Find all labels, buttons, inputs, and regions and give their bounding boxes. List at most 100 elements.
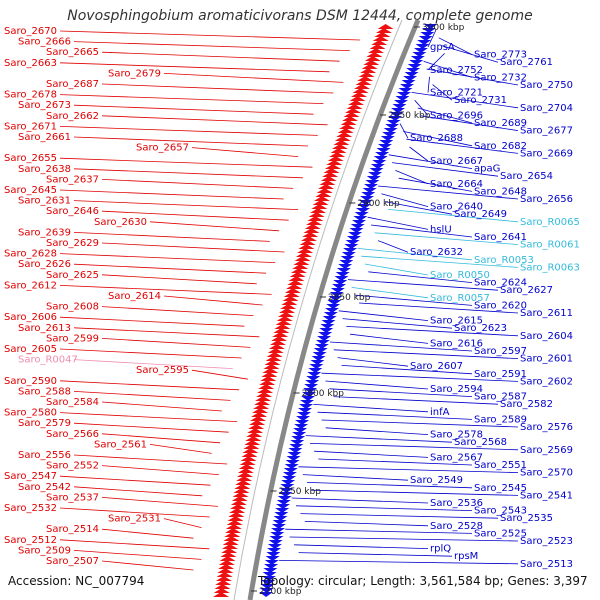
reverse-gene-arrow	[313, 348, 328, 353]
left-leader-line	[101, 306, 254, 316]
right-gene-label: Saro_2582	[500, 399, 553, 410]
forward-gene-arrow	[218, 564, 235, 569]
reverse-gene-arrow	[262, 572, 277, 577]
forward-gene-arrow	[282, 296, 299, 301]
reverse-gene-arrow	[382, 132, 397, 137]
left-gene-label: Saro_2687	[46, 79, 99, 90]
right-leader-line	[317, 411, 473, 420]
reverse-gene-arrow	[269, 536, 284, 541]
left-leader-line	[59, 316, 245, 327]
kbp-tick-label: 2950 kbp	[388, 111, 431, 121]
left-gene-label: Saro_2629	[46, 238, 99, 249]
left-leader-line	[101, 528, 194, 539]
right-gene-label: Saro_2627	[500, 285, 553, 296]
right-leader-line	[311, 489, 519, 496]
left-leader-line	[59, 30, 360, 41]
left-leader-line	[191, 369, 248, 380]
forward-gene-arrow	[249, 420, 266, 425]
right-leader-line	[409, 146, 429, 162]
forward-gene-arrow	[375, 28, 392, 33]
right-gene-label: Saro_2569	[520, 445, 573, 456]
forward-gene-arrow	[322, 172, 339, 177]
right-leader-line	[427, 53, 445, 71]
reverse-gene-arrow	[377, 144, 392, 149]
reverse-gene-arrow	[322, 316, 337, 321]
forward-gene-arrow	[355, 80, 372, 85]
left-gene-label: Saro_2657	[136, 143, 189, 154]
right-leader-line	[342, 318, 453, 329]
forward-gene-arrow	[277, 312, 294, 317]
forward-gene-arrow	[267, 348, 284, 353]
reverse-gene-arrow	[370, 164, 385, 169]
forward-gene-arrow	[215, 576, 232, 581]
forward-gene-arrow	[367, 48, 384, 53]
reverse-gene-arrow	[393, 100, 408, 105]
forward-gene-arrow	[214, 584, 231, 589]
forward-gene-arrow	[342, 116, 359, 121]
left-gene-label: Saro_2542	[18, 482, 71, 493]
accession-label: Accession: NC_007794	[8, 574, 145, 588]
reverse-gene-arrow	[314, 344, 329, 349]
right-leader-line	[355, 294, 473, 306]
left-gene-label: Saro_2599	[46, 333, 99, 344]
reverse-gene-arrow	[332, 284, 347, 289]
reverse-gene-arrow	[295, 420, 310, 425]
forward-gene-arrow	[327, 156, 344, 161]
left-leader-line	[73, 422, 229, 433]
backbone-arc	[247, 19, 421, 600]
forward-gene-arrow	[248, 424, 265, 429]
right-leader-line	[350, 333, 429, 344]
right-leader-line	[359, 302, 519, 314]
left-gene-label: Saro_2606	[4, 312, 57, 323]
forward-gene-arrow	[243, 444, 260, 449]
left-leader-line	[59, 253, 276, 263]
right-leader-line	[403, 131, 473, 147]
left-gene-label: Saro_2612	[4, 280, 57, 291]
left-gene-label: Saro_2590	[4, 376, 57, 387]
reverse-gene-arrow	[418, 36, 433, 41]
left-gene-label: Saro_2665	[46, 47, 99, 58]
left-leader-line	[101, 497, 218, 507]
left-gene-label: Saro_2637	[46, 174, 99, 185]
reverse-gene-arrow	[344, 244, 359, 249]
reverse-gene-arrow	[272, 520, 287, 525]
forward-gene-arrow	[354, 84, 371, 89]
left-leader-line	[149, 221, 280, 232]
right-gene-label: Saro_R0065	[520, 217, 580, 228]
left-leader-line	[59, 126, 318, 136]
reverse-gene-arrow	[346, 236, 361, 241]
right-gene-label: Saro_2602	[520, 376, 573, 387]
right-leader-line	[398, 177, 473, 192]
reverse-gene-arrow	[259, 592, 274, 597]
left-gene-label: Saro_2514	[46, 524, 99, 535]
right-gene-label: Saro_2589	[474, 414, 527, 425]
left-gene-label: Saro_2655	[4, 153, 57, 164]
right-leader-line	[423, 60, 473, 78]
reverse-gene-arrow	[391, 108, 406, 113]
forward-gene-arrow	[340, 120, 357, 125]
reverse-gene-arrow	[307, 372, 322, 377]
reverse-gene-arrow	[368, 172, 383, 177]
forward-gene-arrow	[239, 460, 256, 465]
kbp-tick-label: 2750 kbp	[279, 487, 322, 497]
right-gene-label: Saro_R0050	[430, 270, 490, 281]
right-leader-line	[305, 435, 453, 443]
left-leader-line	[101, 115, 328, 126]
right-leader-line	[307, 482, 473, 489]
left-leader-line	[59, 475, 211, 486]
reverse-gene-arrow	[261, 576, 276, 581]
forward-gene-arrow	[320, 176, 337, 181]
right-leader-line	[325, 427, 429, 435]
right-gene-label: Saro_2773	[474, 50, 527, 61]
left-gene-label: Saro_2566	[46, 429, 99, 440]
right-gene-label: Saro_2632	[410, 247, 463, 258]
left-gene-label: Saro_2614	[108, 291, 161, 302]
right-gene-label: Saro_2750	[520, 80, 573, 91]
left-gene-label: Saro_2631	[18, 196, 71, 207]
right-gene-label: Saro_2570	[520, 468, 573, 479]
forward-gene-arrow	[352, 88, 369, 93]
reverse-gene-arrow	[335, 272, 350, 277]
forward-gene-arrow	[358, 72, 375, 77]
forward-gene-arrow	[303, 228, 320, 233]
right-leader-line	[368, 271, 473, 283]
